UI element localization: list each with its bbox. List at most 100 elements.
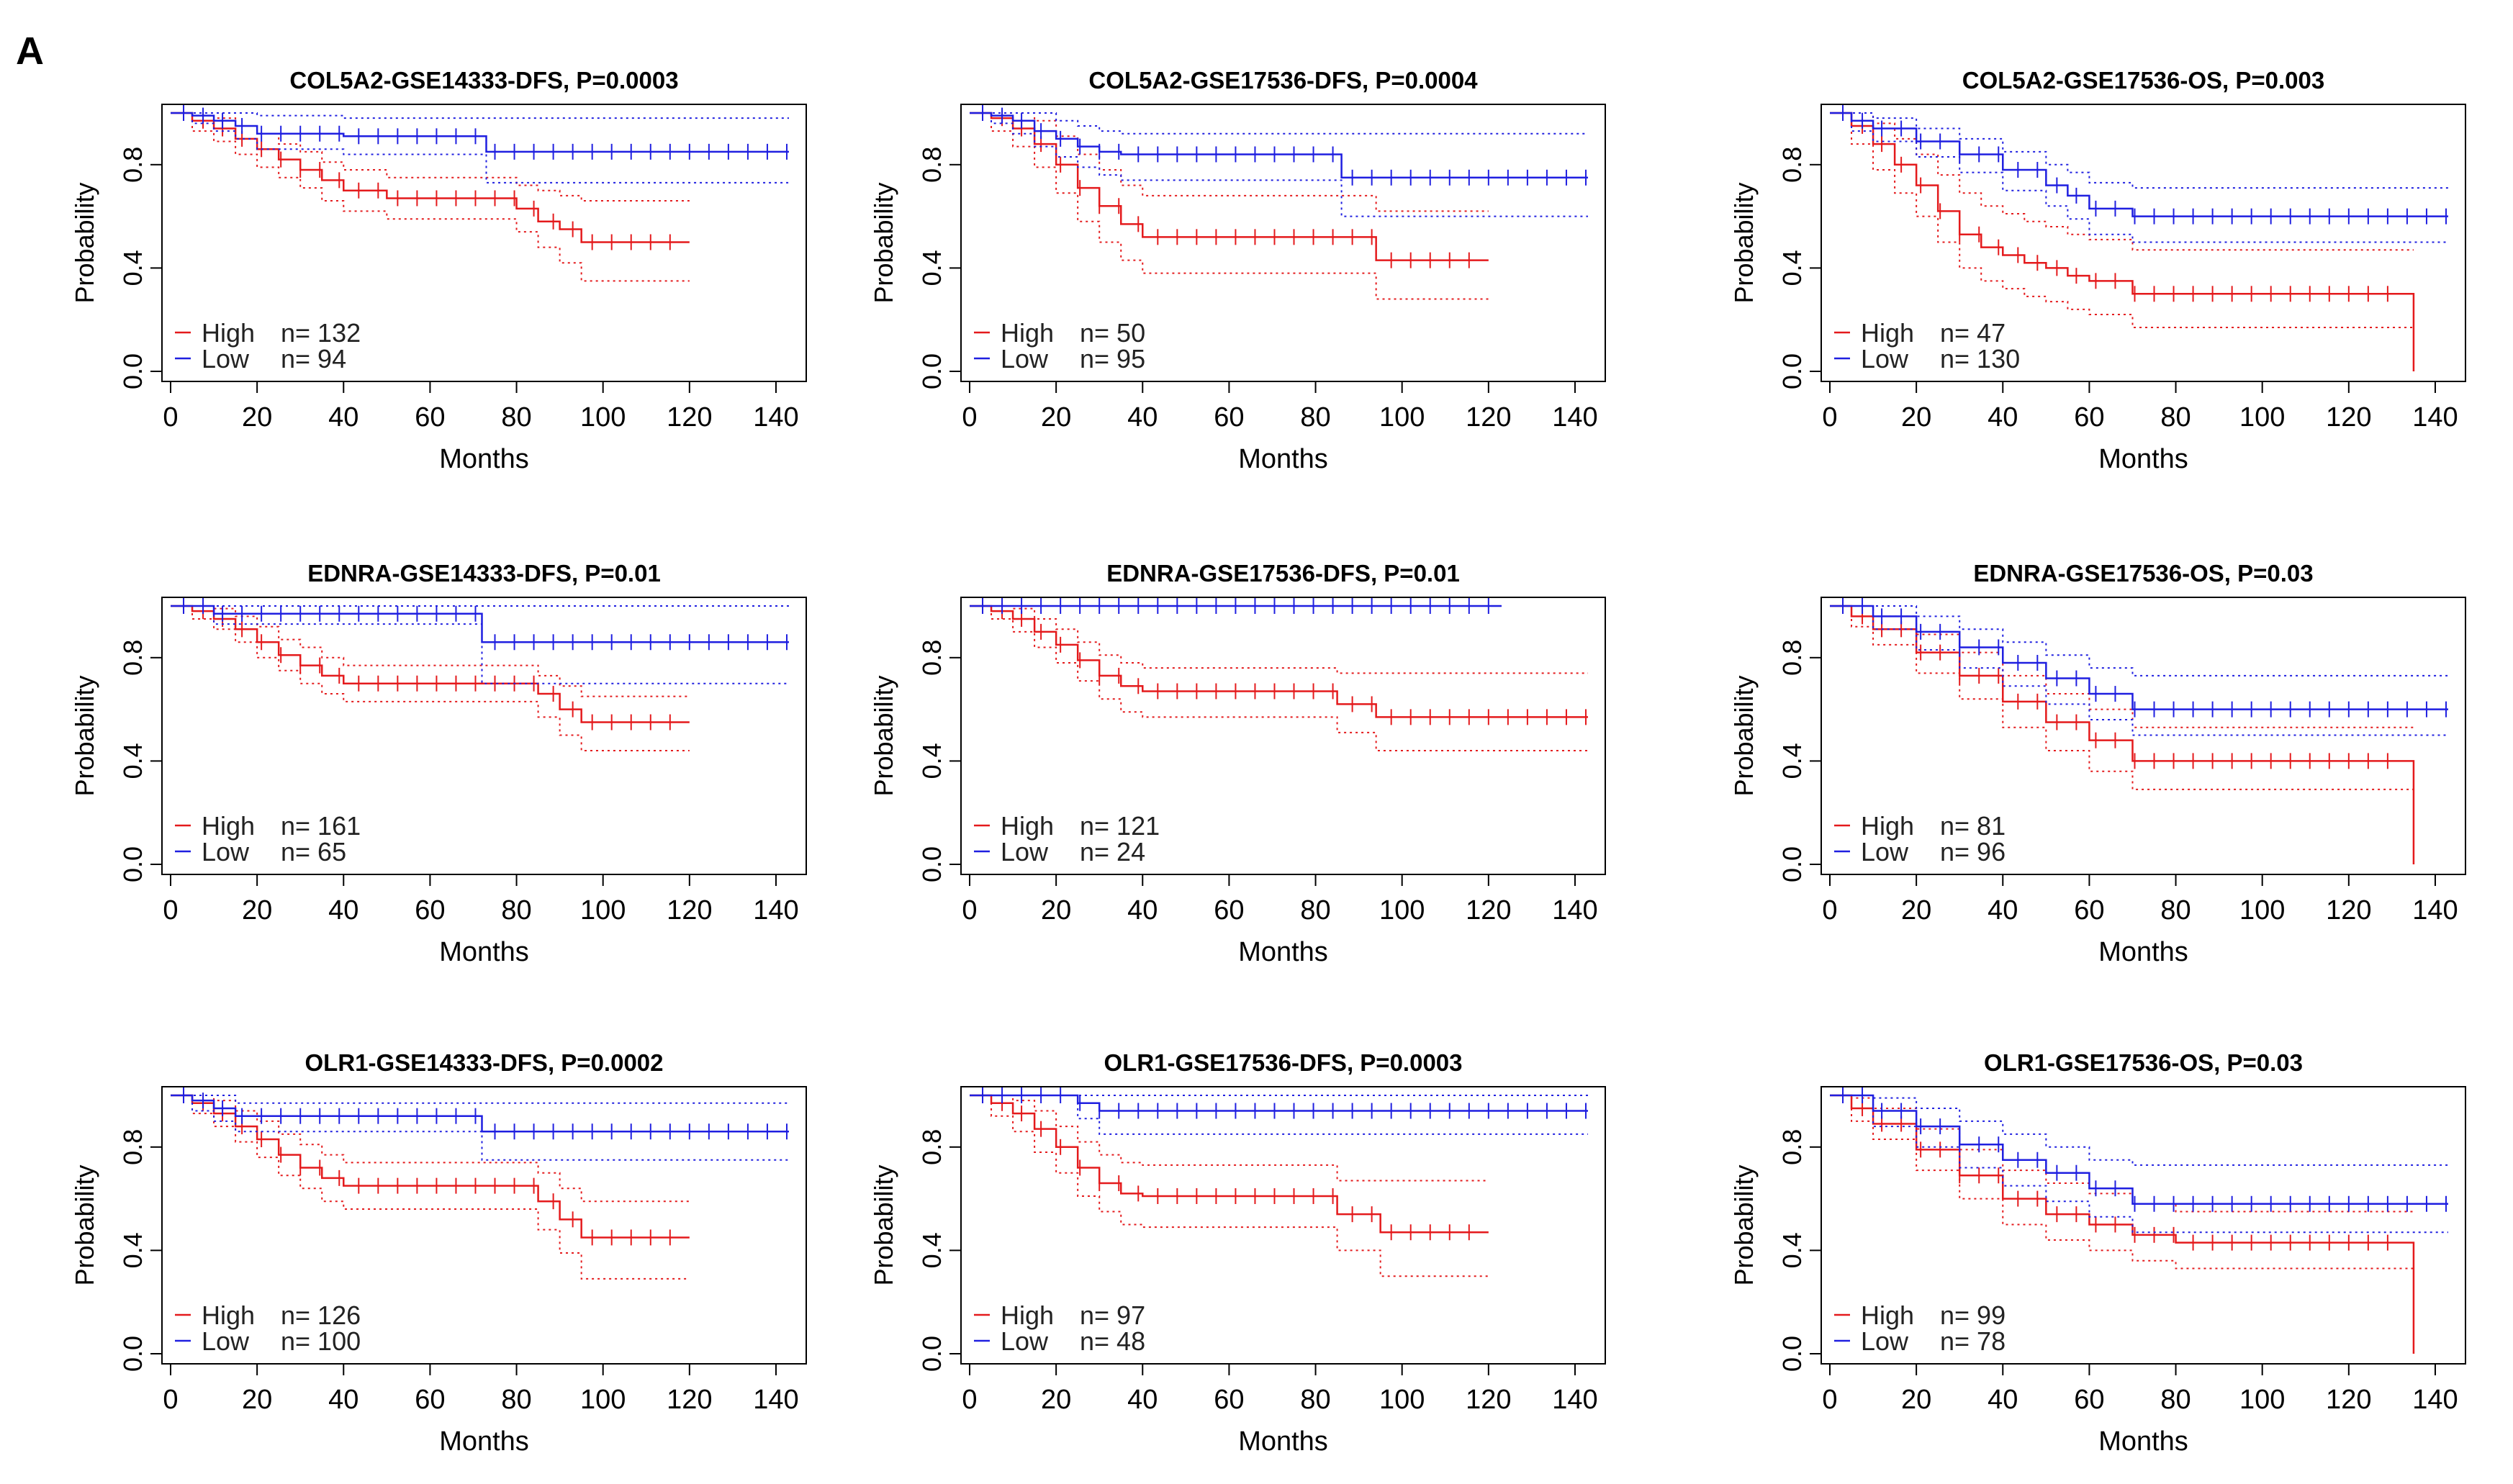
y-tick-label: 0.4 — [1777, 250, 1807, 286]
x-tick-label: 100 — [1379, 895, 1425, 926]
y-axis-label: Probability — [70, 182, 99, 303]
panel-label: A — [16, 30, 44, 73]
legend-count: n= 99 — [1940, 1300, 2006, 1330]
ci-upper-line — [1830, 112, 2414, 251]
y-tick-label: 0.4 — [118, 1232, 148, 1268]
survival-curve — [171, 1094, 690, 1239]
survival-curve — [1830, 112, 2415, 371]
legend-count: n= 95 — [1080, 344, 1145, 374]
x-tick-label: 120 — [2326, 1385, 2371, 1415]
series-low — [970, 105, 1588, 217]
legend-label: Low — [202, 1326, 250, 1356]
y-tick-label: 0.8 — [1777, 147, 1807, 183]
legend-label: High — [1001, 1300, 1054, 1330]
ci-lower-line — [970, 112, 1489, 300]
km-panel-8: OLR1-GSE17536-DFS, P=0.0003 0 20 40 60 80 100 1… — [869, 1049, 1606, 1457]
y-tick-label: 0.8 — [118, 1129, 148, 1165]
x-tick-label: 60 — [1214, 895, 1244, 926]
legend-label: Low — [202, 837, 250, 867]
x-tick-label: 100 — [580, 1385, 626, 1415]
series-high — [171, 1087, 690, 1280]
y-tick-label: 0.8 — [917, 147, 947, 183]
x-tick-label: 60 — [415, 402, 445, 433]
chart-title: COL5A2-GSE14333-DFS, P=0.0003 — [289, 67, 678, 94]
x-tick-label: 80 — [2160, 895, 2191, 926]
x-axis-label: Months — [1238, 1426, 1328, 1457]
x-tick-label: 140 — [1552, 895, 1597, 926]
x-tick-label: 40 — [328, 402, 358, 433]
series-high — [1830, 598, 2415, 864]
ci-upper-line — [970, 112, 1489, 212]
plot-frame — [1821, 597, 2466, 875]
ci-lower-line — [970, 112, 1588, 217]
y-tick-label: 0.4 — [1777, 743, 1807, 779]
y-tick-label: 0.4 — [917, 250, 947, 286]
series-low — [1830, 598, 2448, 736]
series-low — [1830, 1087, 2448, 1234]
y-tick-label: 0.4 — [917, 743, 947, 779]
legend-count: n= 126 — [281, 1300, 361, 1330]
x-tick-label: 0 — [163, 402, 178, 433]
series-high — [1830, 105, 2415, 371]
x-tick-label: 120 — [2326, 895, 2371, 926]
x-tick-label: 40 — [1988, 402, 2018, 433]
ci-lower-line — [171, 1095, 789, 1161]
ci-lower-line — [1830, 1095, 2414, 1270]
ci-upper-line — [171, 112, 789, 119]
x-tick-label: 80 — [1300, 895, 1330, 926]
x-tick-label: 80 — [501, 895, 531, 926]
survival-curve — [1830, 112, 2448, 217]
x-tick-label: 20 — [1901, 895, 1931, 926]
legend-count: n= 65 — [281, 837, 346, 867]
y-axis-label: Probability — [1729, 675, 1759, 796]
chart-title: EDNRA-GSE17536-OS, P=0.03 — [1973, 560, 2313, 587]
ci-upper-line — [171, 1095, 789, 1104]
y-tick-label: 0.0 — [917, 1336, 947, 1372]
ci-lower-line — [171, 605, 690, 752]
x-tick-label: 100 — [2239, 895, 2285, 926]
survival-curve — [970, 605, 1588, 718]
x-axis-label: Months — [439, 1426, 529, 1457]
x-tick-label: 100 — [2239, 402, 2285, 433]
ci-lower-line — [171, 605, 789, 684]
legend-label: Low — [1861, 837, 1909, 867]
x-tick-label: 20 — [242, 402, 272, 433]
ci-lower-line — [1830, 112, 2414, 328]
x-tick-label: 60 — [2074, 1385, 2104, 1415]
km-panel-2: COL5A2-GSE17536-DFS, P=0.0004 0 20 40 60 80 10… — [869, 67, 1606, 474]
x-tick-label: 0 — [1822, 895, 1837, 926]
survival-curve — [970, 1094, 1489, 1234]
x-tick-label: 140 — [1552, 1385, 1597, 1415]
legend-label: Low — [1861, 344, 1909, 374]
x-tick-label: 40 — [1127, 1385, 1158, 1415]
y-tick-label: 0.4 — [118, 743, 148, 779]
x-tick-label: 100 — [1379, 402, 1425, 433]
series-low — [171, 105, 789, 184]
ci-lower-line — [1830, 605, 2448, 736]
y-tick-label: 0.0 — [118, 353, 148, 389]
x-tick-label: 60 — [2074, 402, 2104, 433]
legend-count: n= 47 — [1940, 318, 2006, 348]
x-tick-label: 140 — [1552, 402, 1597, 433]
chart-title: COL5A2-GSE17536-DFS, P=0.0004 — [1088, 67, 1478, 94]
ci-lower-line — [1830, 112, 2448, 243]
series-high — [171, 105, 690, 282]
survival-curve — [171, 605, 789, 643]
ci-upper-line — [970, 112, 1588, 135]
survival-curve — [171, 112, 690, 243]
x-tick-label: 120 — [667, 402, 712, 433]
ci-upper-line — [970, 605, 1588, 674]
legend-count: n= 161 — [281, 811, 361, 841]
x-tick-label: 80 — [1300, 402, 1330, 433]
x-tick-label: 0 — [163, 895, 178, 926]
legend-label: Low — [1001, 1326, 1049, 1356]
x-tick-label: 120 — [667, 895, 712, 926]
x-tick-label: 140 — [2412, 1385, 2458, 1415]
legend-count: n= 50 — [1080, 318, 1145, 348]
x-tick-label: 100 — [580, 895, 626, 926]
y-tick-label: 0.8 — [1777, 640, 1807, 676]
x-tick-label: 40 — [1988, 895, 2018, 926]
legend-count: n= 94 — [281, 344, 346, 374]
